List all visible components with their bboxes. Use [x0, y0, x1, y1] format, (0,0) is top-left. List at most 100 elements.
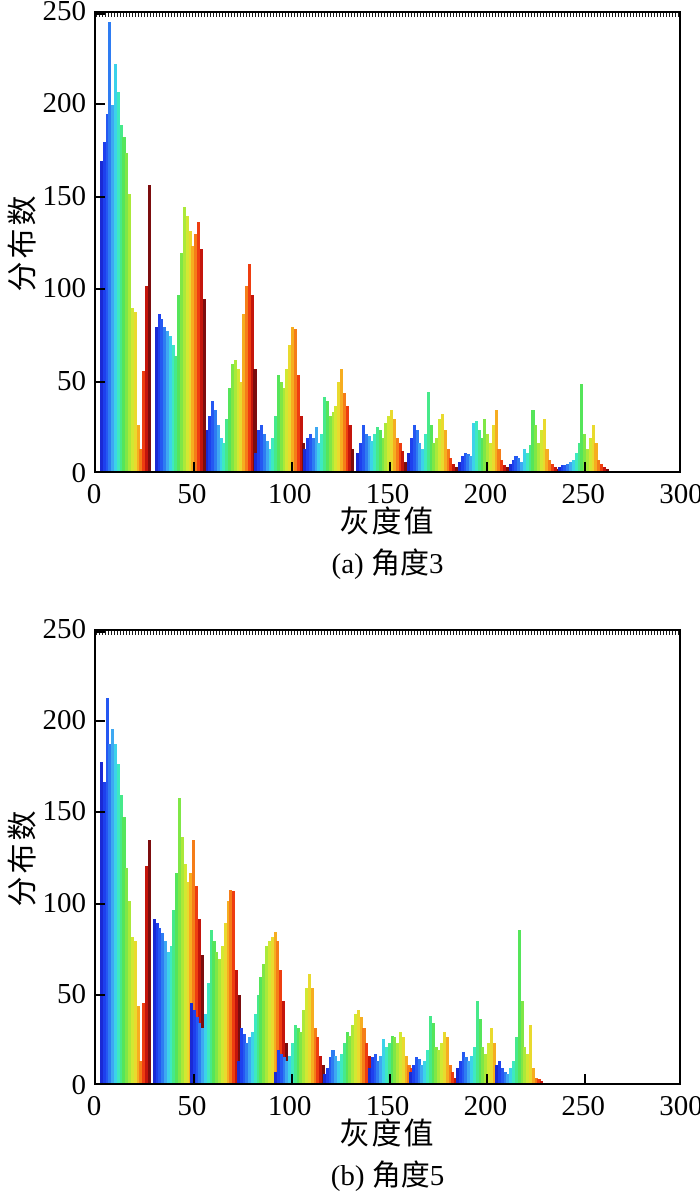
histogram-bar: [136, 1006, 140, 1083]
histogram-bar: [395, 437, 399, 471]
histogram-bar: [497, 448, 501, 471]
histogram-bar: [204, 1013, 208, 1083]
histogram-bar: [580, 384, 584, 471]
histogram-bar: [505, 467, 509, 471]
histogram-bar: [361, 424, 365, 471]
x-tick-label: 100: [267, 478, 312, 510]
histogram-bar: [472, 422, 476, 471]
histogram-bar: [279, 1053, 283, 1083]
histogram-bar: [290, 1042, 295, 1083]
histogram-bar: [480, 437, 484, 471]
histogram-bar: [225, 419, 229, 471]
y-tick-label: 0: [71, 457, 87, 489]
histogram-bar: [265, 441, 269, 471]
histogram-bar: [591, 424, 595, 471]
histogram-bar: [102, 142, 106, 471]
histogram-bar: [506, 1073, 510, 1083]
histogram-bar: [307, 973, 311, 1083]
histogram-bar: [169, 946, 173, 1083]
histogram-bar: [345, 406, 349, 471]
histogram-bar: [509, 1068, 513, 1083]
histogram-bar: [285, 369, 289, 471]
histogram-bar: [122, 136, 126, 471]
histogram-bar: [367, 435, 371, 471]
histogram-bar: [114, 64, 118, 471]
histogram-bar: [534, 424, 538, 471]
histogram-bar: [583, 434, 587, 471]
histogram-bar: [466, 454, 470, 471]
histogram-bar: [228, 387, 232, 471]
histogram-bar: [384, 1046, 388, 1083]
histogram-bar: [99, 160, 104, 471]
y-tick-label: 150: [42, 795, 87, 828]
histogram-bar: [548, 459, 552, 471]
histogram-bar: [177, 295, 181, 471]
histogram-bar: [526, 1053, 530, 1083]
histogram-bar: [171, 345, 175, 471]
histogram-bar: [483, 419, 487, 471]
histogram-bar: [503, 1072, 507, 1083]
histogram-bar: [262, 964, 266, 1083]
histogram-bar: [542, 419, 546, 471]
histogram-bar: [323, 397, 327, 471]
histogram-bar: [320, 434, 324, 471]
histogram-bar: [236, 1061, 240, 1083]
histogram-bar: [460, 456, 464, 471]
histogram-bar: [364, 434, 368, 471]
histogram-bar: [342, 1042, 346, 1083]
histogram-bar: [451, 1072, 455, 1083]
x-axis-tick: [486, 462, 489, 471]
histogram-bar: [147, 840, 151, 1083]
histogram-bar: [445, 1037, 449, 1083]
histogram-bar: [514, 1037, 518, 1083]
histogram-bar: [594, 443, 598, 471]
y-axis-tick: [96, 631, 105, 633]
histogram-bar: [299, 1031, 303, 1083]
histogram-bar: [500, 1068, 504, 1083]
y-tick-label: 50: [57, 364, 86, 397]
histogram-bar: [239, 1028, 243, 1083]
histogram-bar: [288, 1055, 292, 1083]
histogram-bar: [296, 374, 300, 471]
histogram-bar: [440, 413, 445, 471]
histogram-bar: [463, 452, 467, 471]
histogram-bar: [116, 763, 120, 1083]
histogram-bar: [571, 459, 575, 471]
histogram-bar: [454, 1077, 458, 1083]
histogram-bar: [420, 1064, 424, 1083]
histogram-bar: [370, 441, 374, 471]
histogram-bar: [375, 426, 380, 471]
histogram-bar: [309, 434, 313, 471]
histogram-bar: [574, 452, 578, 471]
histogram-bar: [500, 459, 504, 471]
histogram-bar: [130, 937, 135, 1083]
histogram-bar: [404, 461, 408, 471]
histogram-bar: [139, 448, 143, 471]
histogram-bar: [163, 326, 167, 471]
histogram-bar: [461, 1052, 465, 1083]
histogram-bar: [387, 415, 391, 471]
x-axis-title: 灰度值: [339, 1118, 436, 1151]
histogram-bar: [313, 1028, 317, 1083]
histogram-bar: [105, 114, 109, 471]
y-tick-label: 250: [42, 0, 87, 27]
histogram-bar: [293, 328, 298, 471]
histogram-bar: [172, 909, 176, 1083]
histogram-bar: [475, 1000, 479, 1083]
histogram-bar: [384, 422, 388, 471]
histogram-bar: [200, 955, 204, 1083]
histogram-bar: [274, 1072, 278, 1083]
histogram-bar: [208, 415, 212, 471]
histogram-bar: [214, 410, 218, 471]
histogram-bar: [142, 1002, 146, 1083]
x-axis-tick: [192, 462, 195, 471]
histogram-bar: [285, 1061, 289, 1083]
histogram-bar: [236, 369, 240, 471]
histogram-bar: [359, 443, 363, 471]
histogram-bar: [437, 1050, 441, 1083]
histogram-bar: [425, 1050, 430, 1083]
histogram-bar: [426, 391, 430, 471]
histogram-bar: [458, 1061, 462, 1083]
histogram-bar: [242, 313, 246, 471]
